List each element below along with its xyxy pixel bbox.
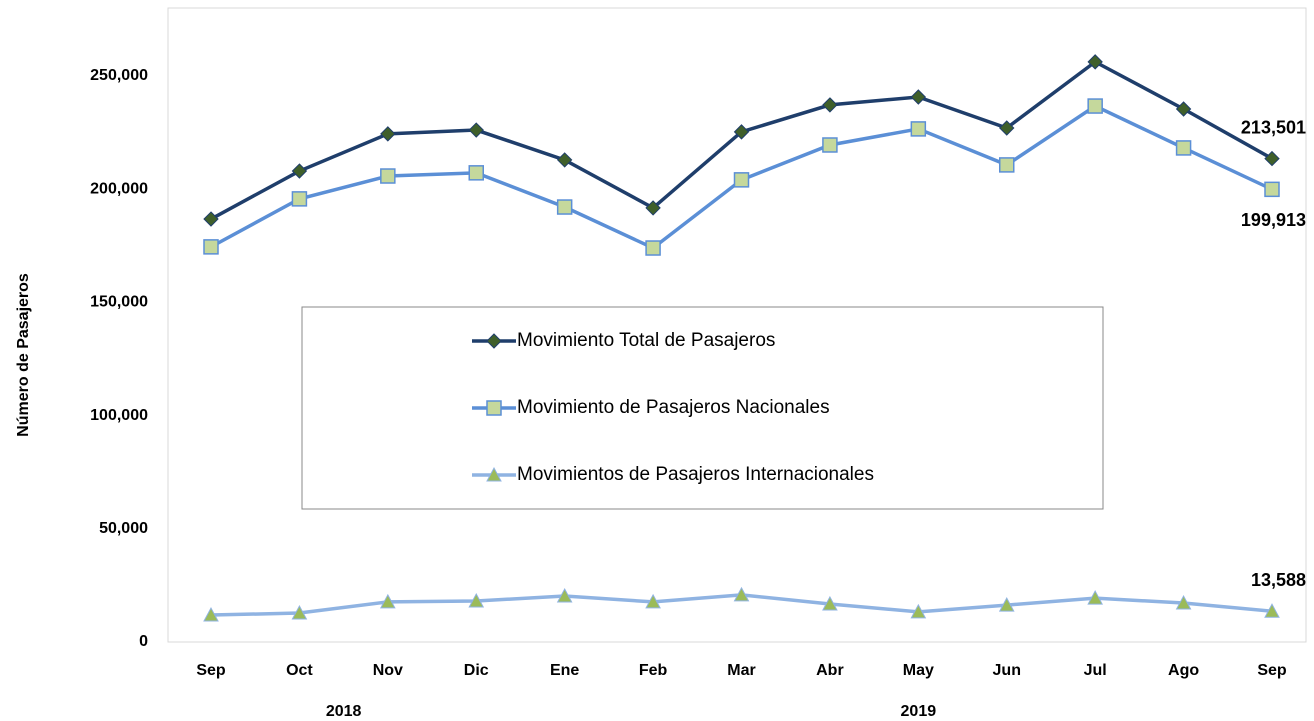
marker	[380, 126, 396, 142]
marker	[1264, 181, 1280, 198]
marker	[822, 137, 838, 153]
legend-label: Movimientos de Pasajeros Internacionales	[517, 464, 874, 485]
marker	[999, 157, 1015, 173]
marker	[1264, 150, 1280, 167]
marker	[999, 120, 1015, 136]
marker	[379, 593, 396, 609]
x-group-label: 2019	[901, 703, 937, 720]
marker	[468, 592, 485, 608]
marker	[1087, 54, 1103, 70]
marker	[910, 121, 927, 137]
y-tick-label: 50,000	[99, 520, 148, 537]
legend-label: Movimiento de Pasajeros Nacionales	[517, 397, 830, 418]
value-label: 13,588	[1251, 570, 1306, 590]
marker	[468, 165, 484, 181]
x-tick-label: Sep	[196, 662, 226, 679]
x-tick-label: May	[903, 662, 934, 679]
x-tick-label: Mar	[727, 662, 755, 679]
marker	[998, 597, 1015, 612]
x-tick-label: Ago	[1168, 662, 1199, 679]
y-tick-label: 0	[139, 633, 148, 650]
y-tick-label: 150,000	[90, 294, 148, 311]
x-tick-label: Sep	[1257, 662, 1287, 679]
x-tick-label: Oct	[286, 662, 313, 679]
marker	[203, 211, 219, 227]
y-tick-label: 200,000	[90, 180, 148, 197]
marker	[733, 124, 750, 140]
marker	[291, 604, 308, 620]
plot-frame	[167, 7, 1307, 643]
x-tick-label: Abr	[816, 662, 844, 679]
marker	[645, 240, 661, 256]
legend-marker	[486, 466, 502, 482]
marker	[822, 595, 838, 611]
x-tick-label: Nov	[373, 662, 403, 679]
marker	[645, 200, 661, 216]
legend-marker	[486, 333, 502, 349]
x-group-label: 2018	[326, 703, 362, 720]
series-line	[210, 59, 1273, 221]
marker	[1087, 590, 1104, 605]
legend-box	[301, 306, 1104, 510]
marker	[1175, 594, 1192, 610]
x-tick-label: Feb	[639, 662, 668, 679]
value-label: 199,913	[1241, 210, 1306, 230]
marker	[203, 607, 219, 622]
x-tick-label: Jun	[993, 662, 1021, 679]
value-label: 213,501	[1241, 117, 1306, 137]
marker	[291, 191, 308, 207]
marker	[822, 97, 838, 113]
marker	[291, 163, 308, 179]
marker	[468, 122, 484, 138]
marker	[645, 593, 661, 609]
x-tick-label: Jul	[1084, 662, 1107, 679]
marker	[556, 199, 573, 215]
marker	[203, 239, 219, 255]
marker	[910, 603, 927, 619]
y-tick-label: 100,000	[90, 407, 148, 424]
y-tick-label: 250,000	[90, 67, 148, 84]
marker	[1264, 603, 1280, 618]
marker	[1087, 98, 1103, 114]
marker	[910, 89, 927, 105]
marker	[733, 172, 750, 188]
marker	[733, 586, 750, 602]
marker	[556, 587, 573, 603]
marker	[1175, 140, 1192, 156]
legend-label: Movimiento Total de Pasajeros	[517, 330, 775, 351]
x-tick-label: Dic	[464, 662, 489, 679]
legend-marker	[486, 400, 502, 416]
marker	[556, 152, 573, 168]
x-tick-label: Ene	[550, 662, 579, 679]
marker	[1175, 101, 1192, 117]
y-axis-label: Número de Pasajeros	[15, 273, 32, 437]
marker	[380, 168, 396, 184]
